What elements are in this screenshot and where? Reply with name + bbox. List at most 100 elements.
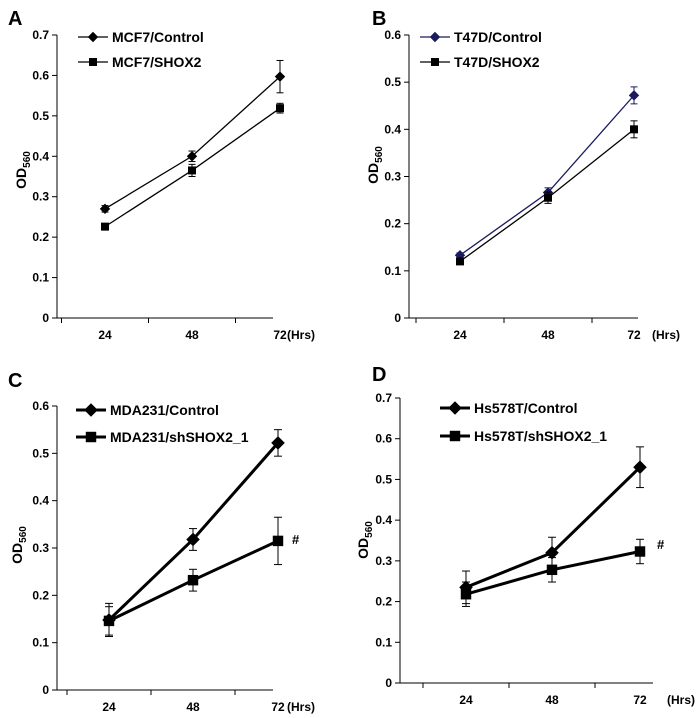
significance-annotation: # <box>657 537 665 552</box>
legend-item: Hs578T/Control <box>440 400 577 416</box>
y-tick-label: 0.4 <box>384 122 401 136</box>
legend-item: T47D/Control <box>420 29 542 45</box>
y-tick-label: 0 <box>42 311 49 325</box>
significance-annotation: # <box>292 532 300 547</box>
data-point <box>101 222 109 231</box>
legend-label: Hs578T/Control <box>474 400 577 416</box>
x-tick-label: 72 <box>271 700 285 714</box>
legend-marker <box>448 401 462 415</box>
data-point <box>276 104 284 113</box>
y-tick-label: 0.5 <box>32 109 49 123</box>
series-hs578t-shshox2-1 <box>460 538 646 607</box>
y-tick-label: 0.5 <box>32 446 49 460</box>
legend-marker <box>85 431 97 443</box>
panel-a: A 0 0.1 0.2 0.3 0.4 0.5 0.6 0.7 24 48 72 (Hrs) OD560 M… <box>8 8 315 342</box>
y-tick-label: 0 <box>42 683 49 697</box>
y-tick-label: 0.1 <box>384 264 401 278</box>
y-tick-label: 0.4 <box>32 494 49 508</box>
y-tick-label: 0 <box>394 311 401 325</box>
legend-marker <box>429 31 441 43</box>
legend-item: MDA231/Control <box>76 402 219 418</box>
legend-marker <box>449 430 461 442</box>
data-point <box>186 532 200 547</box>
y-tick-label: 0.6 <box>32 68 49 82</box>
x-tick-label: 24 <box>459 693 473 707</box>
y-tick-label: 0.7 <box>375 391 392 405</box>
legend-label: Hs578T/shSHOX2_1 <box>474 428 607 444</box>
y-tick-label: 0.4 <box>375 513 392 527</box>
y-tick-label: 0.3 <box>375 554 392 568</box>
legend-item: T47D/SHOX2 <box>420 54 540 70</box>
legend-label: MDA231/Control <box>110 402 219 418</box>
data-point <box>271 436 285 450</box>
legend-item: MCF7/Control <box>78 29 204 45</box>
series-line <box>459 94 635 256</box>
legend-label: T47D/SHOX2 <box>454 54 540 70</box>
y-axis-label: OD560 <box>9 526 29 564</box>
x-unit-label: (Hrs) <box>287 328 315 342</box>
data-point <box>274 71 286 82</box>
x-tick-label: 24 <box>98 328 112 342</box>
legend-label: MCF7/Control <box>112 29 204 45</box>
legend-item: MCF7/SHOX2 <box>78 54 202 70</box>
y-axis-label: OD560 <box>355 521 375 559</box>
y-tick-label: 0.3 <box>384 170 401 184</box>
x-tick-label: 24 <box>102 700 116 714</box>
y-axis-label: OD560 <box>13 151 33 189</box>
legend-label: MDA231/shSHOX2_1 <box>110 429 249 445</box>
data-point <box>546 564 558 576</box>
data-point <box>103 615 115 627</box>
y-tick-label: 0.2 <box>32 230 49 244</box>
y-axis-label: OD560 <box>365 146 385 184</box>
y-tick-label: 0.1 <box>32 271 49 285</box>
y-tick-label: 0.2 <box>32 588 49 602</box>
legend-marker <box>84 403 98 417</box>
y-tick-label: 0.5 <box>384 75 401 89</box>
data-point <box>628 90 640 101</box>
y-tick-label: 0 <box>385 676 392 690</box>
panel-b: B 0 0.1 0.2 0.3 0.4 0.5 0.6 24 48 72 (Hrs) OD560 T47D… <box>365 8 680 342</box>
x-unit-label: (Hrs) <box>652 328 680 342</box>
y-tick-label: 0.2 <box>384 217 401 231</box>
x-tick-label: 48 <box>541 328 555 342</box>
data-point <box>544 193 552 202</box>
legend-label: T47D/Control <box>454 29 542 45</box>
x-tick-label: 24 <box>453 328 467 342</box>
series-mda231-shshox2-1 <box>103 516 284 636</box>
x-tick-label: 72 <box>633 693 647 707</box>
series-mda231-control <box>102 429 285 638</box>
y-tick-label: 0.1 <box>32 636 49 650</box>
legend-marker <box>87 31 99 43</box>
data-point <box>456 257 464 266</box>
series-t47d-control <box>454 86 640 261</box>
y-tick-label: 0.2 <box>375 595 392 609</box>
data-point <box>272 535 284 547</box>
y-tick-label: 0.4 <box>32 149 49 163</box>
series-mcf7-shox2 <box>101 102 284 231</box>
y-tick-label: 0.6 <box>32 399 49 413</box>
data-point <box>99 203 111 215</box>
data-point <box>460 589 472 600</box>
panel-letter: A <box>8 8 22 30</box>
y-tick-label: 0.6 <box>384 28 401 42</box>
legend-label: MCF7/SHOX2 <box>112 54 202 70</box>
legend-marker <box>89 58 97 66</box>
panel-letter: B <box>372 8 386 30</box>
series-t47d-shox2 <box>456 120 638 266</box>
x-tick-label: 48 <box>185 328 199 342</box>
data-point <box>188 166 196 175</box>
x-unit-label: (Hrs) <box>667 693 695 707</box>
x-tick-label: 48 <box>545 693 559 707</box>
legend-item: Hs578T/shSHOX2_1 <box>440 428 607 444</box>
panel-letter: C <box>8 370 22 392</box>
series-line <box>104 76 281 210</box>
y-tick-label: 0.7 <box>32 28 49 42</box>
x-tick-label: 72 <box>273 328 287 342</box>
x-tick-label: 48 <box>186 700 200 714</box>
panel-letter: D <box>372 364 386 386</box>
data-point <box>187 574 199 586</box>
data-point <box>630 125 638 134</box>
y-tick-label: 0.1 <box>375 635 392 649</box>
series-hs578t-control <box>459 446 647 605</box>
